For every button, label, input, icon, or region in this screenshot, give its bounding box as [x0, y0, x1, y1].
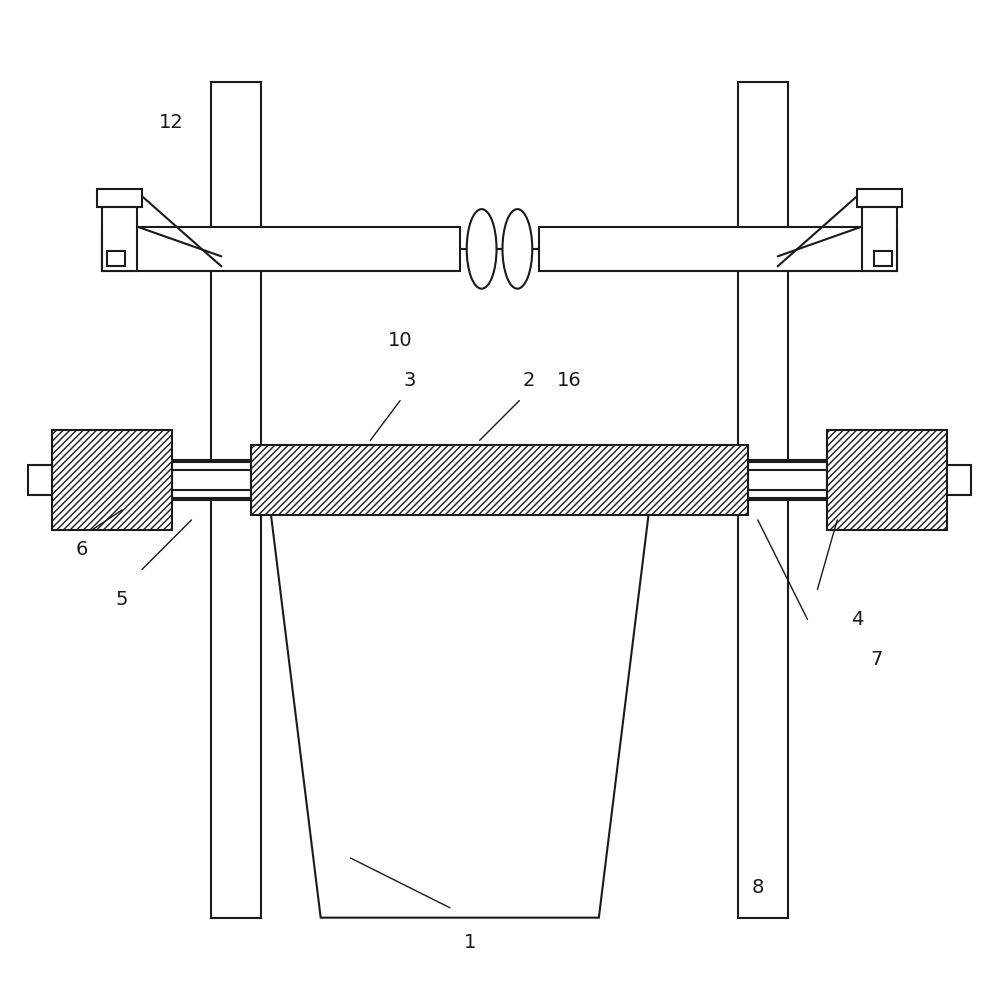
- Text: 7: 7: [871, 650, 883, 669]
- Polygon shape: [271, 515, 648, 918]
- Bar: [857, 189, 902, 207]
- Bar: [539, 227, 897, 271]
- Ellipse shape: [502, 209, 532, 289]
- Bar: [862, 192, 897, 271]
- Bar: [738, 82, 787, 918]
- Text: 5: 5: [116, 590, 128, 609]
- Text: 12: 12: [159, 113, 184, 132]
- Text: 2: 2: [523, 371, 535, 390]
- Bar: [748, 462, 827, 498]
- Bar: [251, 445, 748, 515]
- Text: 1: 1: [464, 933, 476, 952]
- Bar: [172, 462, 251, 498]
- Bar: [102, 227, 460, 271]
- Bar: [212, 82, 261, 918]
- Bar: [874, 251, 892, 266]
- Bar: [827, 430, 946, 530]
- Bar: [53, 430, 172, 530]
- Ellipse shape: [467, 209, 497, 289]
- Bar: [946, 465, 971, 495]
- Bar: [97, 189, 142, 207]
- Text: 4: 4: [851, 610, 863, 629]
- Text: 3: 3: [404, 371, 417, 390]
- Text: 6: 6: [76, 540, 89, 559]
- Bar: [28, 465, 53, 495]
- Bar: [102, 192, 137, 271]
- Text: 8: 8: [751, 878, 764, 897]
- Bar: [107, 251, 125, 266]
- Text: 10: 10: [388, 331, 413, 350]
- Text: 16: 16: [556, 371, 581, 390]
